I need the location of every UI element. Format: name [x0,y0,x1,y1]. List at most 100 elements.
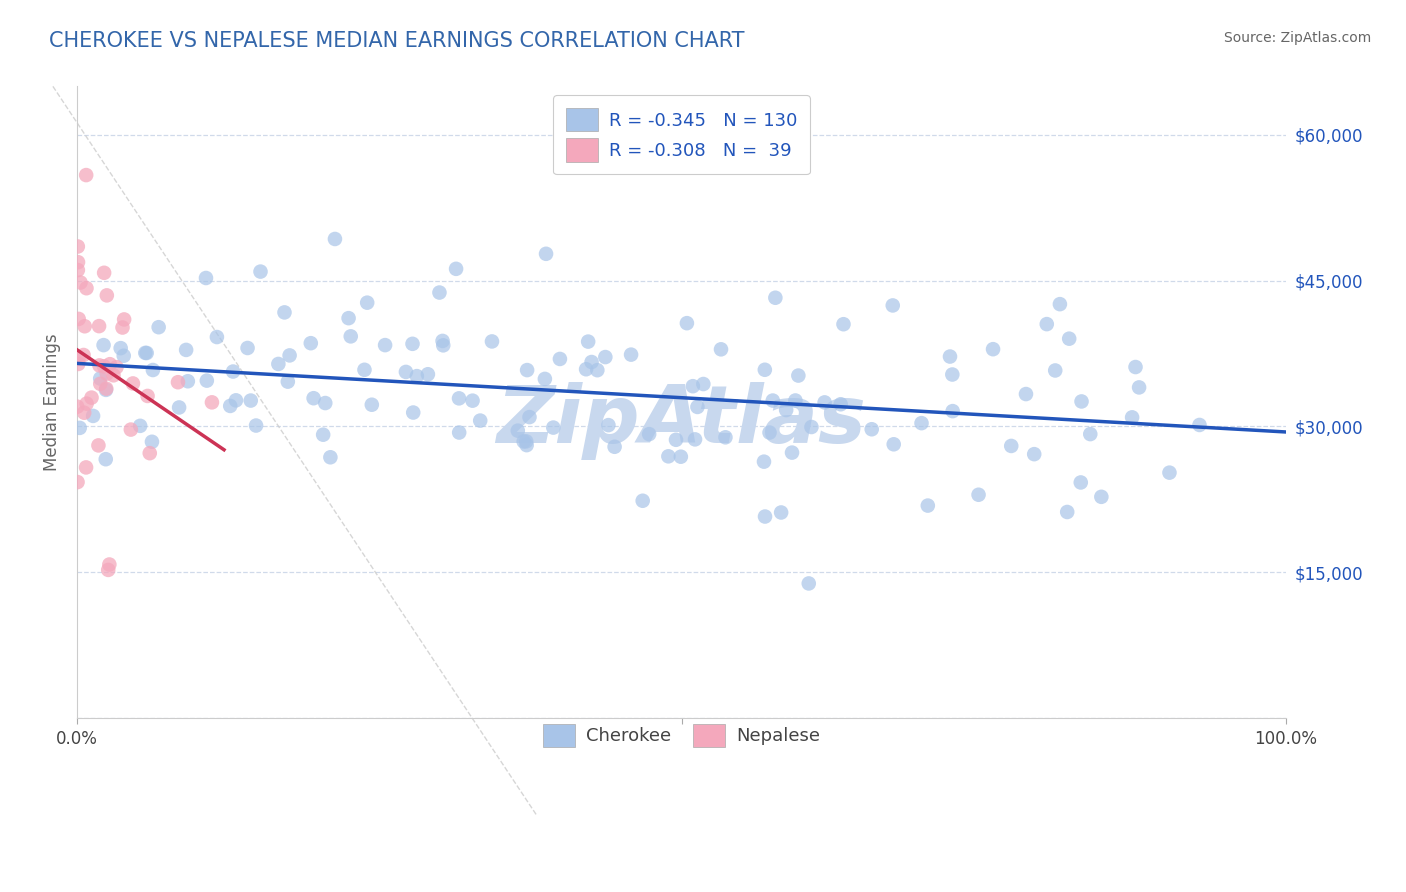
Point [360,398,382,412]
Point [682,379,704,393]
Point [66,400,89,414]
Point [692,377,714,392]
Point [67,357,90,371]
Point [76,281,98,295]
Point [763,291,786,305]
Point [278,348,301,362]
Point [167,375,190,389]
Point [148,320,170,334]
Point [1015,387,1038,401]
Point [249,264,271,278]
Point [416,368,439,382]
Point [136,389,159,403]
Point [105,360,128,375]
Point [775,403,797,417]
Point [754,363,776,377]
Point [75,460,97,475]
Point [860,422,883,436]
Point [586,363,609,377]
Point [66,255,89,269]
Point [754,509,776,524]
Point [676,316,699,330]
Point [195,374,218,388]
Point [273,305,295,319]
Point [96,367,118,381]
Point [1090,490,1112,504]
Point [1070,475,1092,490]
Point [93,338,115,352]
Point [96,288,118,302]
Point [87,319,110,334]
Point [603,440,626,454]
Point [73,406,96,420]
Point [122,376,145,391]
Point [516,363,538,377]
Point [785,393,807,408]
Point [752,455,775,469]
Point [319,450,342,465]
Point [882,298,904,312]
Point [1049,297,1071,311]
Text: CHEROKEE VS NEPALESE MEDIAN EARNINGS CORRELATION CHART: CHEROKEE VS NEPALESE MEDIAN EARNINGS COR… [49,31,745,51]
Point [314,396,336,410]
Point [534,372,557,386]
Point [177,374,200,388]
Point [134,346,156,360]
Point [669,450,692,464]
Point [135,346,157,360]
Point [942,404,965,418]
Point [1121,410,1143,425]
Point [813,395,835,409]
Point [449,425,471,440]
Point [1159,466,1181,480]
Point [429,285,451,300]
Point [981,342,1004,356]
Point [302,391,325,405]
Point [72,348,94,362]
Point [73,319,96,334]
Point [299,336,322,351]
Point [374,338,396,352]
Point [780,445,803,459]
Point [620,348,643,362]
Point [1045,363,1067,377]
Point [665,433,688,447]
Point [581,355,603,369]
Point [515,434,537,449]
Point [506,424,529,438]
Point [1125,359,1147,374]
Point [447,392,470,406]
Point [139,446,162,460]
Point [80,391,103,405]
Point [89,359,111,373]
Point [1070,394,1092,409]
Point [758,425,780,440]
Point [1128,380,1150,394]
Point [432,338,454,352]
Point [910,416,932,430]
Point [444,261,467,276]
Point [638,427,661,442]
Point [1024,447,1046,461]
Point [96,382,118,396]
Point [967,488,990,502]
Point [1057,332,1080,346]
Point [686,400,709,414]
Point [356,295,378,310]
Point [519,410,541,425]
Point [267,357,290,371]
Point [575,362,598,376]
Point [323,232,346,246]
Point [402,405,425,419]
Point [87,438,110,452]
Point [576,334,599,349]
Point [112,312,135,326]
Point [142,363,165,377]
Point [714,430,737,444]
Point [174,343,197,357]
Point [94,452,117,467]
Point [534,247,557,261]
Point [470,414,492,428]
Point [481,334,503,349]
Point [93,266,115,280]
